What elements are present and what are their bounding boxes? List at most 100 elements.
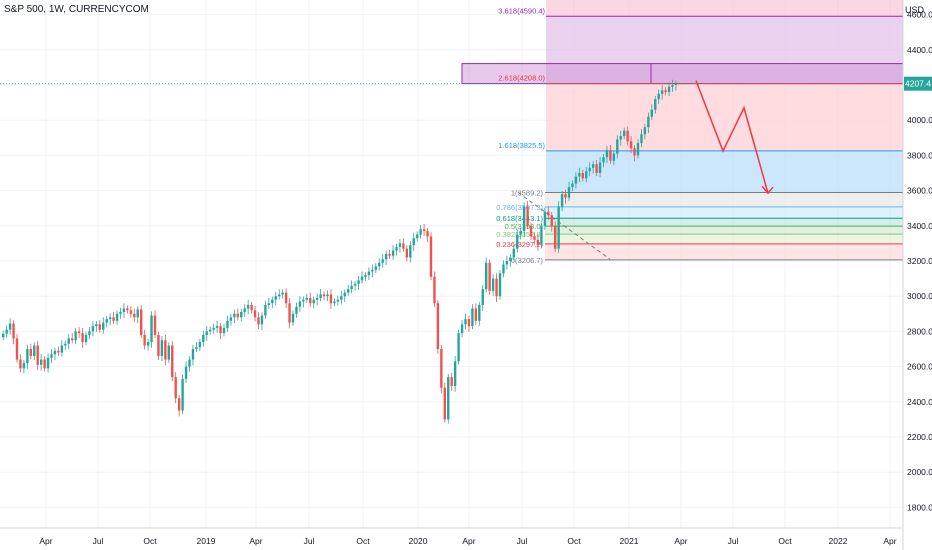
candle-body	[388, 253, 391, 256]
candle-body	[674, 83, 678, 85]
candle-body	[567, 187, 571, 198]
candle-body	[433, 276, 436, 304]
candle-body	[98, 324, 101, 330]
candle-body	[340, 296, 343, 300]
candle-body	[371, 269, 374, 272]
candle-body	[364, 275, 367, 277]
candle-body	[298, 301, 302, 307]
candle-body	[643, 127, 647, 135]
candle-body	[184, 366, 188, 379]
candle-body	[605, 150, 609, 158]
fib-ext-label: 3.618(4590.4)	[498, 6, 545, 15]
chart-title: S&P 500, 1W, CURRENCYCOM	[4, 4, 149, 15]
candle-body	[616, 139, 619, 154]
candle-body	[664, 90, 667, 93]
candle-body	[22, 363, 26, 369]
fib-zones: 1.618(3825.5) 2.618(4208.0) 3.618(4590.4) 1…	[461, 0, 904, 265]
candle-body	[450, 377, 453, 386]
candle-body	[143, 334, 146, 346]
candle-body	[522, 206, 526, 232]
candle-body	[198, 341, 202, 348]
candle-body	[81, 333, 84, 342]
candle-body	[671, 85, 674, 87]
x-tick-label: Jul	[728, 536, 739, 546]
candle-body	[474, 308, 478, 321]
x-tick-label: 2022	[829, 536, 848, 546]
candle-body	[267, 303, 271, 305]
candle-body	[574, 176, 578, 184]
candle-body	[281, 292, 284, 295]
candle-body	[667, 86, 671, 93]
candle-body	[626, 130, 629, 142]
candle-body	[219, 326, 222, 334]
candle-body	[26, 349, 29, 364]
candle-body	[260, 315, 264, 325]
candle-body	[488, 262, 491, 291]
candle-body	[581, 173, 584, 179]
candle-body	[36, 345, 39, 365]
candle-body	[126, 308, 129, 311]
candle-body	[243, 308, 246, 313]
zone-1-1618	[546, 150, 903, 193]
candle-body	[2, 333, 5, 338]
candle-body	[215, 326, 219, 328]
candle-body	[536, 239, 540, 246]
last-price-label: 4207.4	[905, 79, 931, 89]
candle-body	[253, 310, 257, 318]
candle-body	[426, 231, 429, 237]
candle-body	[619, 136, 622, 140]
candle-body	[191, 349, 195, 360]
candle-body	[560, 194, 564, 207]
candle-body	[609, 150, 612, 161]
candle-body	[160, 340, 164, 357]
candle-body	[595, 164, 598, 173]
x-tick-label: Jul	[304, 536, 315, 546]
candle-body	[378, 262, 381, 267]
candle-body	[246, 305, 250, 309]
drawings	[0, 80, 903, 195]
candle-body	[102, 322, 105, 330]
x-tick-label: Jul	[93, 536, 104, 546]
time-axis[interactable]: Apr Jul Oct 2019 Apr Jul Oct 2020 Apr Jul Oct 2021 A…	[0, 527, 903, 546]
x-tick-label: Oct	[143, 536, 157, 546]
candle-body	[505, 261, 509, 265]
candle-body	[212, 327, 215, 330]
candle-body	[660, 90, 664, 94]
candle-body	[519, 231, 522, 235]
candle-body	[15, 338, 19, 360]
candle-body	[647, 116, 650, 128]
candle-body	[402, 243, 405, 249]
y-tick-label: 3200.0	[907, 256, 932, 266]
x-tick-label: 2021	[620, 536, 639, 546]
candle-body	[460, 324, 464, 334]
candle-body	[564, 194, 567, 198]
candle-body	[429, 236, 433, 277]
y-tick-label: 2800.0	[907, 326, 932, 336]
candle-body	[440, 349, 443, 388]
candle-body	[112, 317, 115, 321]
last-price-badge	[904, 76, 932, 91]
candle-body	[571, 183, 574, 188]
price-axis[interactable]: 1800.0 2000.0 2200.0 2400.0 2600.0 2800.0 3000…	[902, 0, 932, 550]
candle-body	[374, 266, 377, 270]
candle-body	[422, 229, 426, 232]
candle-body	[167, 345, 170, 360]
fib-trend-line	[517, 191, 611, 260]
candle-body	[278, 294, 281, 297]
candle-body	[202, 334, 205, 342]
y-tick-label: 3600.0	[907, 186, 932, 196]
candle-body	[557, 206, 560, 249]
candle-body	[485, 262, 488, 290]
candle-body	[447, 377, 450, 420]
fib-retr-band	[545, 206, 903, 219]
candle-body	[291, 313, 295, 323]
x-tick-label: Jul	[517, 536, 528, 546]
candle-body	[133, 313, 136, 318]
y-tick-label: 3400.0	[907, 221, 932, 231]
candle-body	[284, 292, 288, 304]
x-tick-label: Apr	[462, 536, 475, 546]
x-tick-label: Oct	[567, 536, 581, 546]
candle-body	[181, 378, 184, 411]
candle-body	[554, 225, 557, 249]
